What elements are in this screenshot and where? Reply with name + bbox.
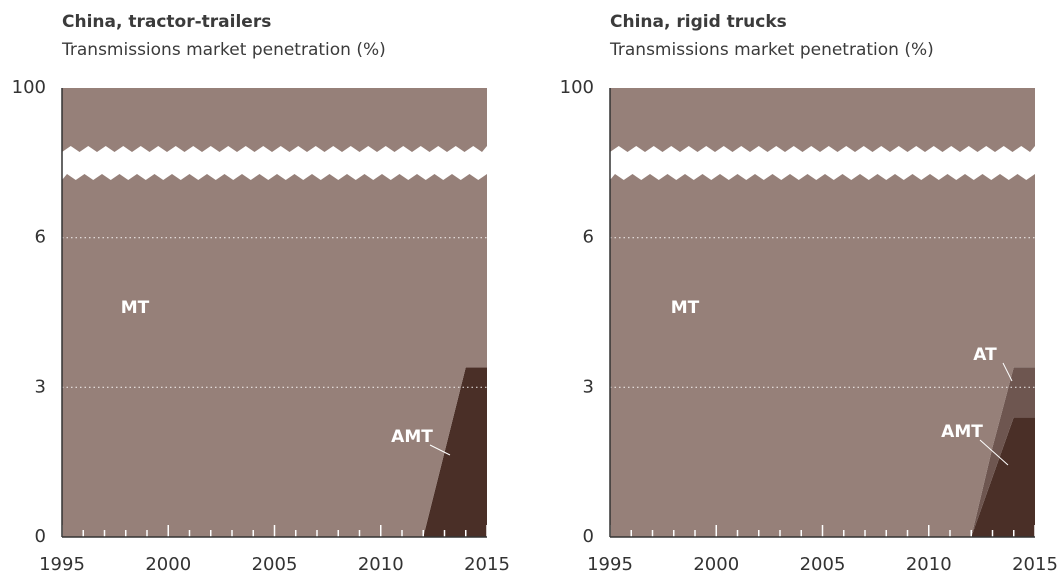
chart-title: China, tractor-trailers — [62, 12, 271, 32]
series-label: MT — [671, 298, 700, 318]
y-tick-label: 100 — [12, 77, 46, 98]
y-tick-label: 6 — [35, 227, 46, 248]
x-tick-label: 2010 — [906, 554, 952, 575]
x-tick-label: 1995 — [39, 554, 85, 575]
area — [610, 417, 1035, 537]
x-tick-label: 2005 — [800, 554, 846, 575]
y-tick-label: 3 — [583, 376, 594, 397]
x-tick-label: 2000 — [145, 554, 191, 575]
area — [62, 88, 487, 537]
area — [62, 367, 487, 537]
series-label: AMT — [391, 427, 433, 447]
area — [610, 88, 1035, 537]
x-tick-label: 2015 — [464, 554, 510, 575]
y-tick-label: 6 — [583, 227, 594, 248]
axis-break — [62, 146, 487, 180]
series-label: AT — [973, 345, 997, 365]
y-tick-label: 0 — [35, 526, 46, 547]
leader-line — [979, 439, 1009, 466]
leader-line — [1002, 362, 1013, 382]
chart-title: China, rigid trucks — [610, 12, 787, 32]
x-tick-label: 2000 — [693, 554, 739, 575]
y-tick-label: 3 — [35, 376, 46, 397]
y-tick-label: 100 — [560, 77, 594, 98]
y-tick-label: 0 — [583, 526, 594, 547]
x-tick-label: 2015 — [1012, 554, 1058, 575]
x-tick-label: 2010 — [358, 554, 404, 575]
series-label: AMT — [941, 422, 983, 442]
x-tick-label: 1995 — [587, 554, 633, 575]
axis-break — [610, 146, 1035, 180]
leader-line — [429, 444, 451, 456]
series-label: MT — [121, 298, 150, 318]
chart-subtitle: Transmissions market penetration (%) — [609, 40, 934, 60]
x-tick-label: 2005 — [252, 554, 298, 575]
chart-subtitle: Transmissions market penetration (%) — [61, 40, 386, 60]
